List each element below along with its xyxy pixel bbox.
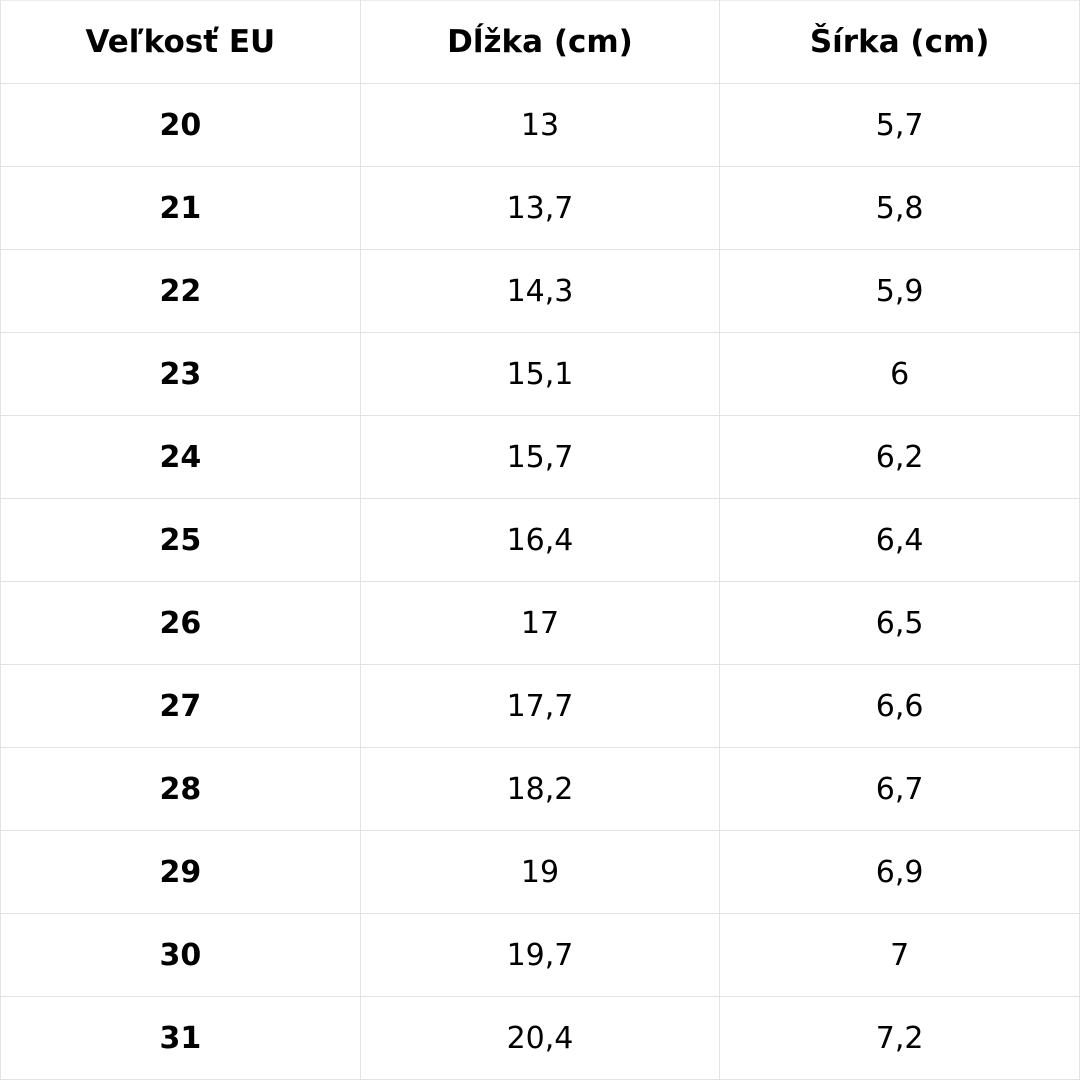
cell-length: 18,2 [359,747,721,831]
cell-width: 6,5 [719,581,1080,665]
table-row: 22 14,3 5,9 [0,249,1080,333]
cell-width: 6,7 [719,747,1080,831]
cell-size-eu: 21 [0,166,361,250]
cell-size-eu: 23 [0,332,361,416]
cell-length: 13 [359,83,721,167]
cell-size-eu: 25 [0,498,361,582]
table-row: 25 16,4 6,4 [0,498,1080,582]
cell-size-eu: 30 [0,913,361,997]
cell-width: 6 [719,332,1080,416]
cell-width: 5,7 [719,83,1080,167]
cell-length: 17 [359,581,721,665]
cell-length: 17,7 [359,664,721,748]
cell-width: 6,4 [719,498,1080,582]
cell-size-eu: 31 [0,996,361,1080]
table-row: 31 20,4 7,2 [0,996,1080,1080]
table-body: 20 13 5,7 21 13,7 5,8 22 14,3 5,9 23 15,1 6 24 15,7 6,… [0,83,1080,1080]
cell-length: 16,4 [359,498,721,582]
table-row: 29 19 6,9 [0,830,1080,914]
cell-width: 5,9 [719,249,1080,333]
cell-size-eu: 28 [0,747,361,831]
cell-width: 6,9 [719,830,1080,914]
header-length: Dĺžka (cm) [359,0,721,84]
table-row: 24 15,7 6,2 [0,415,1080,499]
cell-width: 5,8 [719,166,1080,250]
cell-width: 6,6 [719,664,1080,748]
table-row: 26 17 6,5 [0,581,1080,665]
table-row: 28 18,2 6,7 [0,747,1080,831]
cell-size-eu: 24 [0,415,361,499]
cell-length: 15,7 [359,415,721,499]
cell-length: 19,7 [359,913,721,997]
table-row: 20 13 5,7 [0,83,1080,167]
table-row: 30 19,7 7 [0,913,1080,997]
table-row: 27 17,7 6,6 [0,664,1080,748]
cell-length: 20,4 [359,996,721,1080]
cell-length: 13,7 [359,166,721,250]
cell-width: 7,2 [719,996,1080,1080]
cell-size-eu: 27 [0,664,361,748]
table-row: 21 13,7 5,8 [0,166,1080,250]
cell-width: 6,2 [719,415,1080,499]
cell-size-eu: 20 [0,83,361,167]
cell-width: 7 [719,913,1080,997]
cell-length: 15,1 [359,332,721,416]
cell-size-eu: 22 [0,249,361,333]
header-size-eu: Veľkosť EU [0,0,361,84]
cell-size-eu: 26 [0,581,361,665]
header-row: Veľkosť EU Dĺžka (cm) Šírka (cm) [0,0,1080,84]
table-row: 23 15,1 6 [0,332,1080,416]
cell-size-eu: 29 [0,830,361,914]
cell-length: 14,3 [359,249,721,333]
cell-length: 19 [359,830,721,914]
header-width: Šírka (cm) [719,0,1080,84]
